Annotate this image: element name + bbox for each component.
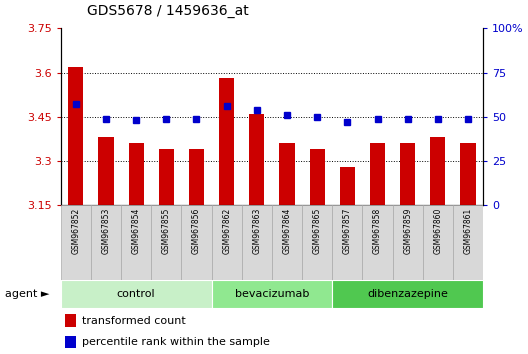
Text: control: control — [117, 289, 155, 299]
Bar — [151, 205, 182, 280]
Text: GSM967854: GSM967854 — [131, 207, 140, 254]
Text: GSM967855: GSM967855 — [162, 207, 171, 254]
Bar — [279, 143, 295, 205]
Bar — [182, 205, 212, 280]
Bar — [65, 336, 76, 348]
Text: agent ►: agent ► — [5, 289, 50, 299]
Bar — [159, 149, 174, 205]
Bar — [393, 205, 423, 280]
Bar — [242, 205, 272, 280]
Text: dibenzazepine: dibenzazepine — [367, 289, 448, 299]
Bar — [212, 280, 332, 308]
Bar — [302, 205, 332, 280]
Bar — [309, 149, 325, 205]
Bar — [332, 280, 483, 308]
Text: GSM967853: GSM967853 — [101, 207, 110, 254]
Bar — [400, 143, 415, 205]
Text: GDS5678 / 1459636_at: GDS5678 / 1459636_at — [87, 4, 249, 18]
Bar — [61, 205, 91, 280]
Bar — [430, 137, 446, 205]
Bar — [91, 205, 121, 280]
Bar — [61, 280, 212, 308]
Bar — [332, 205, 362, 280]
Bar — [129, 143, 144, 205]
Text: GSM967863: GSM967863 — [252, 207, 261, 254]
Bar — [68, 67, 83, 205]
Text: GSM967857: GSM967857 — [343, 207, 352, 254]
Bar — [249, 114, 265, 205]
Text: transformed count: transformed count — [82, 316, 185, 326]
Bar — [362, 205, 393, 280]
Bar — [460, 143, 476, 205]
Text: GSM967861: GSM967861 — [464, 207, 473, 254]
Bar — [65, 314, 76, 327]
Text: GSM967860: GSM967860 — [433, 207, 442, 254]
Bar — [340, 167, 355, 205]
Text: GSM967858: GSM967858 — [373, 207, 382, 254]
Bar — [219, 79, 234, 205]
Text: percentile rank within the sample: percentile rank within the sample — [82, 337, 270, 347]
Text: GSM967862: GSM967862 — [222, 207, 231, 254]
Text: GSM967859: GSM967859 — [403, 207, 412, 254]
Bar — [453, 205, 483, 280]
Text: GSM967865: GSM967865 — [313, 207, 322, 254]
Text: GSM967864: GSM967864 — [282, 207, 291, 254]
Bar — [272, 205, 302, 280]
Bar — [189, 149, 204, 205]
Bar — [212, 205, 242, 280]
Text: GSM967856: GSM967856 — [192, 207, 201, 254]
Bar — [370, 143, 385, 205]
Bar — [121, 205, 151, 280]
Text: GSM967852: GSM967852 — [71, 207, 80, 254]
Bar — [423, 205, 453, 280]
Bar — [98, 137, 114, 205]
Text: bevacizumab: bevacizumab — [235, 289, 309, 299]
